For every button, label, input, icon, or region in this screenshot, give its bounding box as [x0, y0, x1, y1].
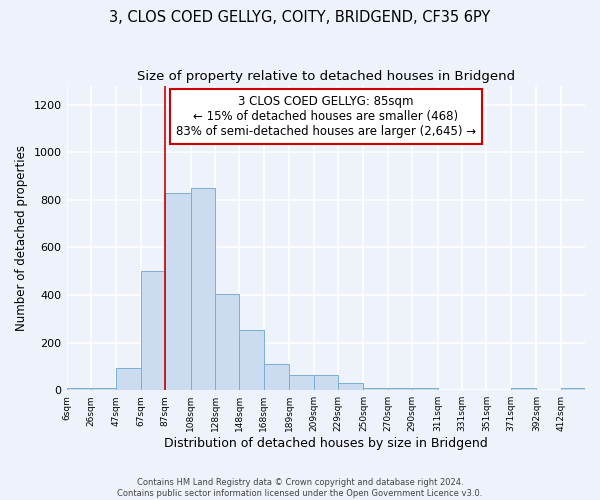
Bar [141, 271, 165, 390]
Bar [412, 388, 438, 390]
Bar [511, 388, 536, 390]
Bar [67, 388, 91, 390]
Bar [116, 368, 141, 390]
X-axis label: Distribution of detached houses by size in Bridgend: Distribution of detached houses by size … [164, 437, 488, 450]
Bar [364, 388, 388, 390]
Bar [338, 383, 364, 390]
Bar [314, 374, 338, 390]
Bar [388, 388, 412, 390]
Title: Size of property relative to detached houses in Bridgend: Size of property relative to detached ho… [137, 70, 515, 83]
Bar [239, 330, 264, 390]
Y-axis label: Number of detached properties: Number of detached properties [15, 145, 28, 331]
Bar [289, 374, 314, 390]
Bar [165, 192, 191, 390]
Text: 3 CLOS COED GELLYG: 85sqm
← 15% of detached houses are smaller (468)
83% of semi: 3 CLOS COED GELLYG: 85sqm ← 15% of detac… [176, 94, 476, 138]
Text: 3, CLOS COED GELLYG, COITY, BRIDGEND, CF35 6PY: 3, CLOS COED GELLYG, COITY, BRIDGEND, CF… [109, 10, 491, 25]
Bar [91, 388, 116, 390]
Bar [264, 364, 289, 390]
Bar [191, 188, 215, 390]
Bar [215, 294, 239, 390]
Bar [560, 388, 585, 390]
Text: Contains HM Land Registry data © Crown copyright and database right 2024.
Contai: Contains HM Land Registry data © Crown c… [118, 478, 482, 498]
